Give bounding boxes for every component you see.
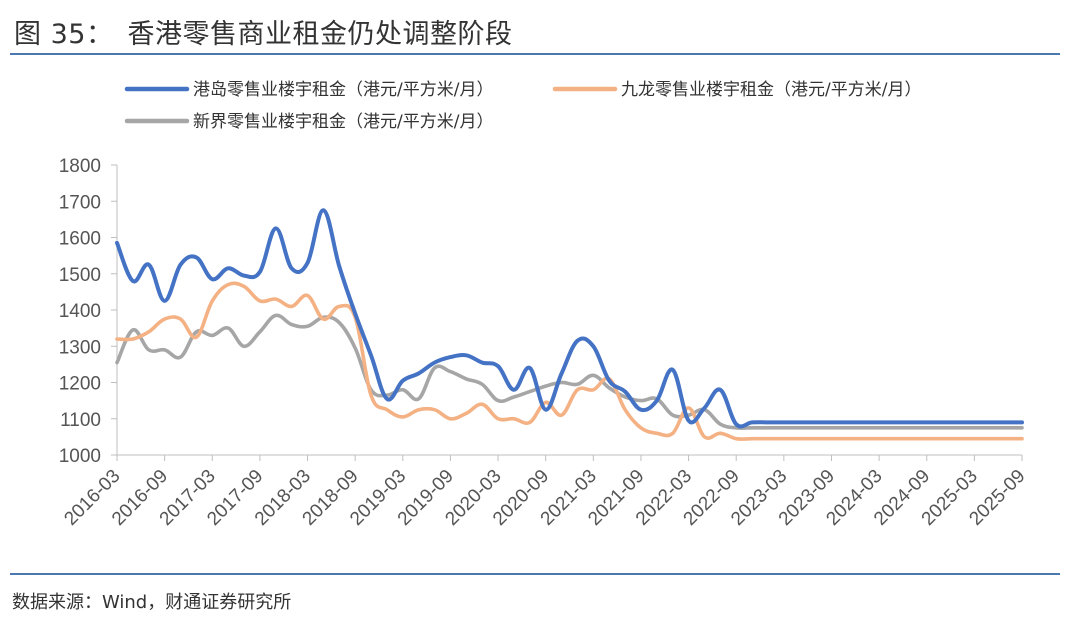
figure-title: 图 35： 香港零售商业租金仍处调整阶段: [14, 12, 512, 51]
figure-title-text: 香港零售商业租金仍处调整阶段: [127, 19, 513, 50]
series-line-2: [115, 281, 1024, 441]
y-tick-label: 1500: [59, 265, 101, 286]
legend-label-2: 九龙零售业楼宇租金（港元/平方米/月）: [621, 80, 921, 100]
series-line-3: [115, 313, 1024, 430]
title-divider: [10, 53, 1060, 55]
y-tick-label: 1100: [60, 410, 101, 431]
y-tick-label: 1400: [59, 301, 101, 322]
source-note: 数据来源：Wind，财通证券研究所: [12, 592, 292, 613]
x-axis: 2016-032016-092017-032017-092018-032018-…: [60, 454, 1030, 530]
y-axis: 1000 1100 1200 1300 1400 1500 1600 1700 1800: [59, 156, 118, 467]
y-tick-label: 1800: [59, 156, 101, 177]
legend-label-3: 新界零售业楼宇租金（港元/平方米/月）: [193, 112, 493, 132]
series-group: [115, 208, 1024, 441]
y-tick-label: 1700: [59, 192, 101, 213]
y-tick-label: 1600: [59, 229, 101, 250]
figure-number: 图 35：: [14, 19, 114, 50]
y-tick-label: 1200: [59, 374, 101, 395]
legend-label-1: 港岛零售业楼宇租金（港元/平方米/月）: [193, 80, 493, 100]
y-tick-label: 1000: [59, 446, 101, 467]
source-divider: [10, 573, 1060, 575]
y-tick-label: 1300: [59, 337, 101, 358]
legend: 港岛零售业楼宇租金（港元/平方米/月） 九龙零售业楼宇租金（港元/平方米/月） 新界…: [124, 80, 921, 132]
series-line-1: [115, 208, 1024, 429]
